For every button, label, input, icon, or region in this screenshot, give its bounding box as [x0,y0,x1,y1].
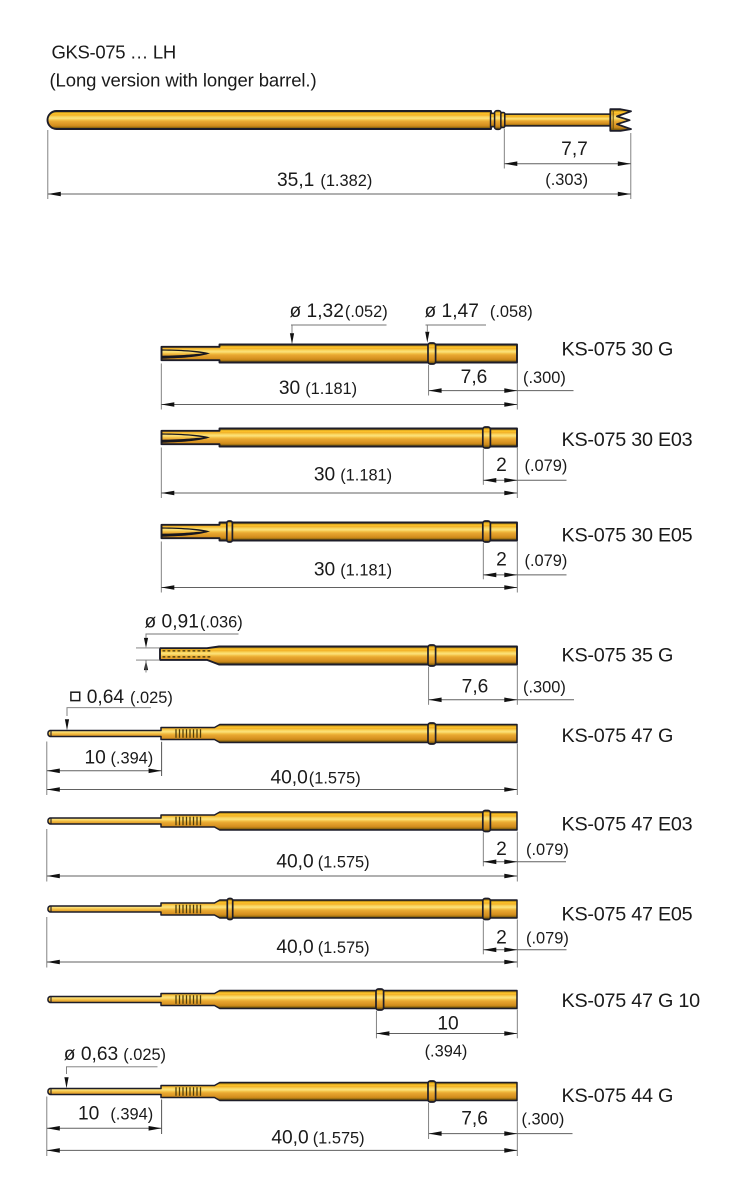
svg-text:KS-075 35 G: KS-075 35 G [562,644,674,666]
svg-text:7,6: 7,6 [461,367,488,388]
svg-text:KS-075 44 G: KS-075 44 G [562,1085,674,1107]
svg-text:2: 2 [496,455,507,476]
svg-text:40,0(1.575): 40,0(1.575) [276,852,369,873]
svg-text:10: 10 [437,1014,458,1035]
svg-text:(.079): (.079) [526,930,569,948]
svg-text:10(.394): 10 (.394) [85,747,154,768]
svg-text:KS-075 47 E05: KS-075 47 E05 [562,904,693,926]
svg-text:(.079): (.079) [525,457,568,475]
svg-text:(.300): (.300) [523,679,566,697]
svg-text:(Long version with longer barr: (Long version with longer barrel.) [50,69,317,90]
svg-text:7,6: 7,6 [462,677,489,698]
svg-text:2: 2 [496,550,507,571]
svg-text:GKS-075 … LH: GKS-075 … LH [52,42,176,63]
svg-text:7,6: 7,6 [461,1108,488,1129]
svg-text:(.300): (.300) [523,369,566,387]
svg-text:KS-075 30 E03: KS-075 30 E03 [562,429,693,451]
svg-text:ø 1,47(.058): ø 1,47 (.058) [425,301,533,322]
svg-text:10(.394): 10 (.394) [78,1104,153,1125]
svg-text:7,7: 7,7 [561,139,588,160]
svg-text:(.300): (.300) [522,1111,565,1129]
svg-text:ø 0,63(.025): ø 0,63 (.025) [64,1044,166,1065]
svg-text:2: 2 [496,839,507,860]
svg-text:ø 1,32(.052): ø 1,32(.052) [290,301,388,322]
svg-text:2: 2 [496,928,507,949]
svg-text:KS-075 47 E03: KS-075 47 E03 [562,814,693,836]
svg-text:KS-075 30 E05: KS-075 30 E05 [562,525,693,547]
svg-text:35,1(1.382): 35,1 (1.382) [277,170,372,191]
svg-text:KS-075 30 G: KS-075 30 G [562,339,674,361]
svg-text:40,0(1.575): 40,0(1.575) [270,768,360,789]
svg-text:30(1.181): 30 (1.181) [279,378,357,399]
svg-text:40,0(1.575): 40,0(1.575) [276,937,369,958]
svg-text:KS-075 47 G: KS-075 47 G [562,725,674,747]
svg-text:40,0(1.575): 40,0(1.575) [271,1127,364,1148]
svg-text:(.394): (.394) [425,1043,468,1061]
svg-text:KS-075 47 G 10: KS-075 47 G 10 [562,990,701,1012]
svg-text:(.303): (.303) [545,171,588,189]
svg-text:30(1.181): 30 (1.181) [314,560,392,581]
svg-text:0,64(.025): 0,64 (.025) [87,687,173,708]
svg-text:(.079): (.079) [526,841,569,859]
svg-text:30(1.181): 30 (1.181) [314,465,392,486]
svg-text:ø 0,91(.036): ø 0,91(.036) [145,612,243,633]
svg-text:(.079): (.079) [525,552,568,570]
